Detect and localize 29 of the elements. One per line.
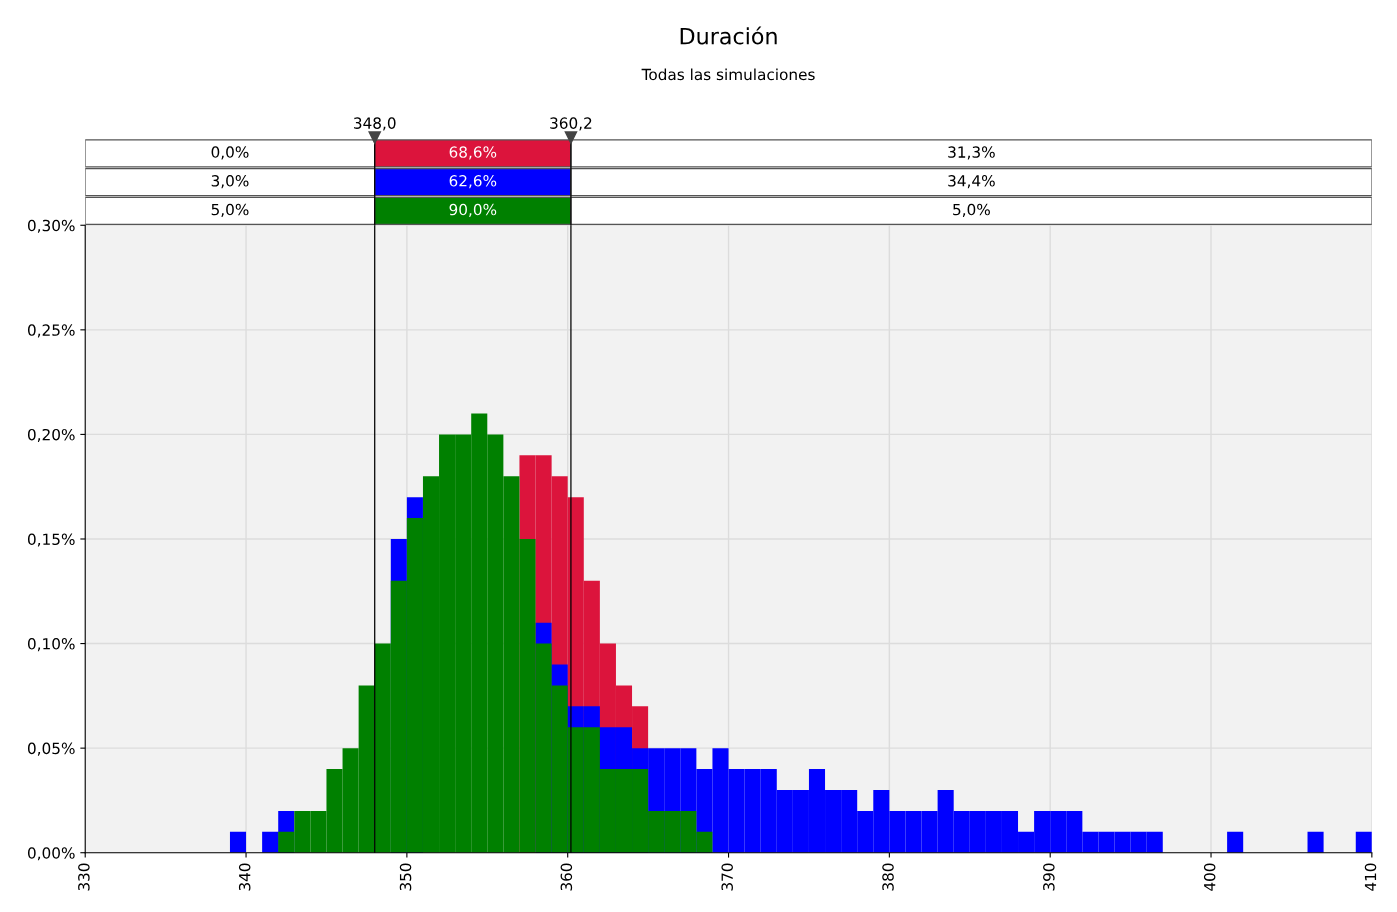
- y-tick-label: 0,10%: [27, 638, 75, 652]
- x-tick-label: 410: [1364, 863, 1377, 891]
- x-tick-label: 400: [1203, 863, 1216, 891]
- y-tick-label: 0,00%: [27, 847, 75, 861]
- text: 68,6%: [449, 146, 497, 160]
- y-tick-label: 0,30%: [27, 219, 75, 233]
- text: 0,0%: [211, 146, 249, 160]
- text: 3,0%: [211, 175, 249, 189]
- x-tick-label: 380: [882, 863, 894, 891]
- text: 5,0%: [953, 203, 990, 217]
- x-tick-label: 370: [721, 863, 733, 891]
- text: 5,0%: [211, 203, 249, 217]
- text: 90,0%: [449, 203, 497, 217]
- text: 31,3%: [948, 146, 995, 160]
- x-tick-label: 390: [1043, 863, 1055, 891]
- text: 34,4%: [948, 175, 995, 189]
- ref-line-label: 360,2: [550, 117, 592, 131]
- x-tick-label: 330: [78, 863, 90, 891]
- y-tick-label: 0,25%: [27, 324, 75, 338]
- y-tick-label: 0,15%: [27, 533, 75, 547]
- text: 62,6%: [449, 175, 497, 189]
- x-tick-label: 340: [238, 863, 251, 891]
- y-tick-label: 0,20%: [27, 428, 75, 442]
- chart-subtitle: Todas las simulaciones: [641, 68, 815, 81]
- ref-line-label: 348,0: [354, 117, 396, 131]
- y-tick-label: 0,05%: [27, 742, 75, 756]
- x-tick-label: 360: [560, 863, 573, 891]
- x-tick-label: 350: [399, 863, 412, 891]
- chart-title: Duración: [680, 26, 777, 45]
